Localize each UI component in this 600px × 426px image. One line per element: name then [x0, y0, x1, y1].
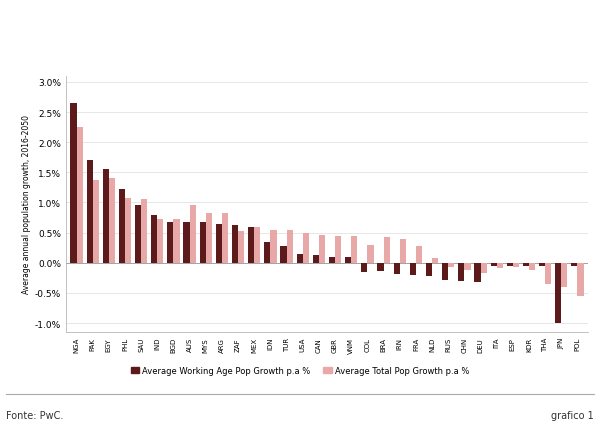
- Y-axis label: Average annual population growth, 2016-2050: Average annual population growth, 2016-2…: [22, 115, 31, 294]
- Bar: [109, 179, 115, 263]
- Bar: [335, 236, 341, 263]
- Bar: [491, 263, 497, 266]
- Bar: [464, 263, 470, 271]
- Text: CRESCITA MEDIA ANNUA DELLA POPOLAZIONE MONDIALE: CRESCITA MEDIA ANNUA DELLA POPOLAZIONE M…: [109, 12, 491, 25]
- Bar: [151, 216, 157, 263]
- Bar: [367, 245, 374, 263]
- Bar: [377, 263, 383, 271]
- Text: grafico 1: grafico 1: [551, 410, 594, 420]
- Bar: [190, 206, 196, 263]
- Bar: [157, 219, 163, 263]
- Bar: [206, 213, 212, 263]
- Bar: [86, 161, 92, 263]
- Bar: [173, 220, 179, 263]
- Bar: [141, 200, 147, 263]
- Legend: Average Working Age Pop Growth p.a %, Average Total Pop Growth p.a %: Average Working Age Pop Growth p.a %, Av…: [131, 366, 469, 375]
- Bar: [329, 257, 335, 263]
- Bar: [523, 263, 529, 266]
- Bar: [92, 180, 99, 263]
- Bar: [70, 104, 77, 263]
- Bar: [222, 213, 228, 263]
- Bar: [167, 223, 173, 263]
- Bar: [296, 254, 303, 263]
- Bar: [562, 263, 568, 287]
- Bar: [271, 230, 277, 263]
- Bar: [539, 263, 545, 266]
- Bar: [545, 263, 551, 284]
- Bar: [383, 237, 390, 263]
- Bar: [361, 263, 367, 272]
- Bar: [313, 255, 319, 263]
- Bar: [135, 206, 141, 263]
- Bar: [513, 263, 519, 268]
- Bar: [77, 128, 83, 263]
- Bar: [394, 263, 400, 274]
- Text: Fonte: PwC.: Fonte: PwC.: [6, 410, 64, 420]
- Bar: [458, 263, 464, 281]
- Bar: [248, 227, 254, 263]
- Bar: [497, 263, 503, 268]
- Bar: [254, 227, 260, 263]
- Bar: [448, 263, 454, 268]
- Bar: [351, 237, 358, 263]
- Bar: [555, 263, 562, 323]
- Bar: [529, 263, 535, 271]
- Bar: [475, 263, 481, 282]
- Bar: [119, 190, 125, 263]
- Bar: [280, 247, 287, 263]
- Bar: [416, 247, 422, 263]
- Bar: [426, 263, 432, 276]
- Bar: [400, 239, 406, 263]
- Bar: [216, 224, 222, 263]
- Bar: [184, 223, 190, 263]
- Bar: [442, 263, 448, 280]
- Bar: [103, 170, 109, 263]
- Bar: [238, 232, 244, 263]
- Bar: [125, 198, 131, 263]
- Bar: [571, 263, 577, 266]
- Bar: [410, 263, 416, 275]
- Bar: [481, 263, 487, 273]
- Bar: [200, 223, 206, 263]
- Bar: [319, 236, 325, 263]
- Bar: [577, 263, 584, 296]
- Bar: [345, 257, 351, 263]
- Bar: [303, 233, 309, 263]
- Bar: [507, 263, 513, 266]
- Bar: [432, 258, 438, 263]
- Bar: [232, 226, 238, 263]
- Bar: [264, 242, 271, 263]
- Bar: [287, 230, 293, 263]
